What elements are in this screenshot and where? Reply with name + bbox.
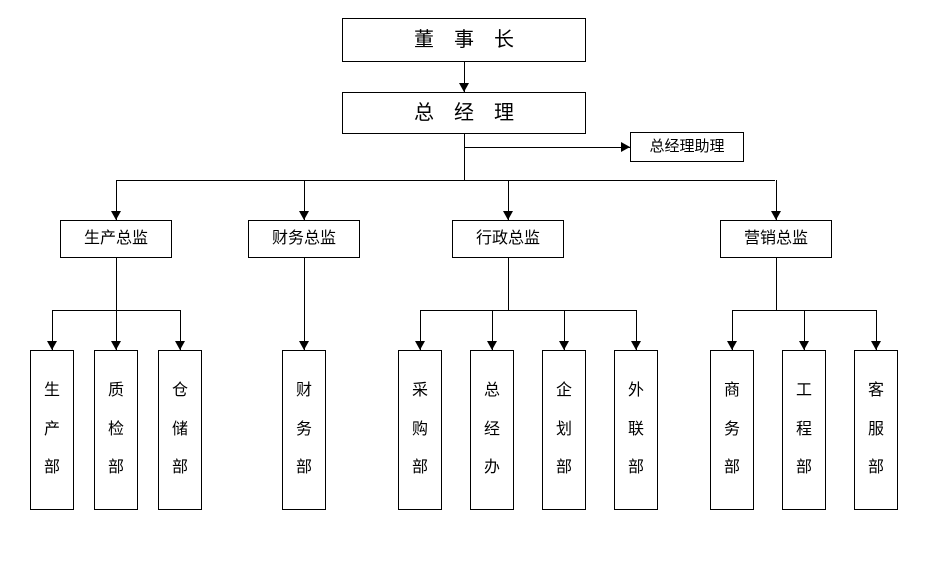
arrow-down-icon [175,341,185,350]
arrow-down-icon [871,341,881,350]
node-label: 采 购 部 [412,372,428,487]
node-d_mkt_2: 工 程 部 [782,350,826,510]
connector-hline [420,310,636,311]
connector-vline [776,258,777,310]
connector-vline [304,258,305,310]
node-d_prod_1: 生 产 部 [30,350,74,510]
node-d_prod_2: 质 检 部 [94,350,138,510]
node-label: 总经理助理 [649,137,724,158]
arrow-down-icon [459,83,469,92]
node-gm: 总 经 理 [342,92,586,134]
arrow-down-icon [111,341,121,350]
arrow-down-icon [503,211,513,220]
node-label: 生产总监 [84,228,148,250]
arrow-down-icon [631,341,641,350]
arrow-down-icon [559,341,569,350]
arrow-down-icon [299,211,309,220]
arrow-down-icon [799,341,809,350]
arrow-down-icon [299,341,309,350]
node-dir_admin: 行政总监 [452,220,564,258]
arrow-down-icon [47,341,57,350]
node-assistant: 总经理助理 [630,132,744,162]
connector-hline [464,147,630,148]
arrow-down-icon [415,341,425,350]
arrow-down-icon [111,211,121,220]
node-dir_prod: 生产总监 [60,220,172,258]
node-d_admin_2: 总 经 办 [470,350,514,510]
node-label: 生 产 部 [44,372,60,487]
node-d_admin_4: 外 联 部 [614,350,658,510]
connector-hline [117,180,775,181]
arrow-down-icon [727,341,737,350]
node-label: 外 联 部 [628,372,644,487]
arrow-right-icon [621,142,630,152]
connector-vline [116,258,117,310]
node-chairman: 董 事 长 [342,18,586,62]
connector-vline [508,258,509,310]
node-label: 财 务 部 [296,372,312,487]
node-dir_mkt: 营销总监 [720,220,832,258]
node-d_admin_3: 企 划 部 [542,350,586,510]
node-label: 行政总监 [476,228,540,250]
node-label: 商 务 部 [724,372,740,487]
node-label: 总 经 理 [414,99,514,127]
node-label: 总 经 办 [484,372,500,487]
connector-vline [464,134,465,180]
arrow-down-icon [771,211,781,220]
org-chart-canvas: 董 事 长总 经 理总经理助理生产总监 财务总监 行政总监 营销总监生 产 部 质 检 … [0,0,928,577]
node-label: 客 服 部 [868,372,884,487]
node-d_mkt_1: 商 务 部 [710,350,754,510]
node-label: 董 事 长 [414,26,514,54]
arrow-down-icon [487,341,497,350]
node-label: 财务总监 [272,228,336,250]
node-label: 工 程 部 [796,372,812,487]
node-d_prod_3: 仓 储 部 [158,350,202,510]
node-d_admin_1: 采 购 部 [398,350,442,510]
node-d_mkt_3: 客 服 部 [854,350,898,510]
node-label: 企 划 部 [556,372,572,487]
node-label: 营销总监 [744,228,808,250]
node-dir_fin: 财务总监 [248,220,360,258]
node-d_fin_1: 财 务 部 [282,350,326,510]
node-label: 质 检 部 [108,372,124,487]
node-label: 仓 储 部 [172,372,188,487]
